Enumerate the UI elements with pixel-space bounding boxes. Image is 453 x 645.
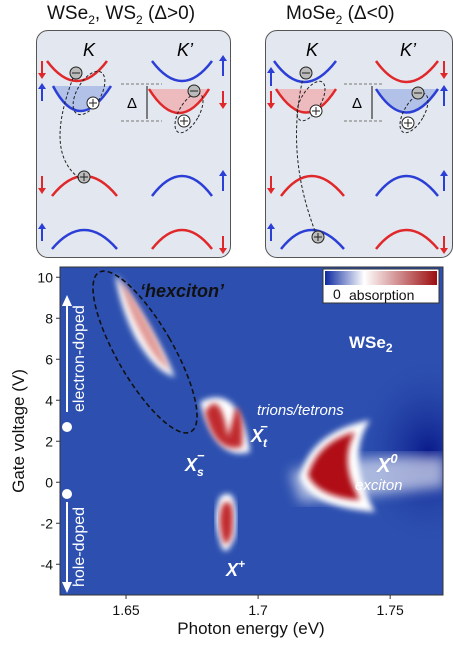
y-tick-label: -4 <box>41 556 54 572</box>
cb-lower-k <box>51 85 113 113</box>
band-diagram-right-svg: K K’ Δ <box>267 40 448 254</box>
heatmap-features <box>115 274 443 551</box>
xplus-label: X+ <box>225 557 245 580</box>
plot-frame <box>59 266 444 596</box>
zero-marker-top <box>62 422 72 432</box>
y-tick-label: 4 <box>45 392 53 408</box>
xt-label: Xt− <box>250 419 268 450</box>
cb-upper-kp <box>151 60 213 83</box>
transition-path <box>59 77 80 179</box>
x-tick-label: 1.65 <box>112 602 139 618</box>
valley-kprime-label: K’ <box>177 40 194 60</box>
arrow-down-icon <box>62 582 72 593</box>
colorbar <box>325 271 437 285</box>
y-tick-label: 0 <box>45 474 53 490</box>
hexciton-label: ‘hexciton’ <box>140 281 225 301</box>
x-tick-label: 1.75 <box>377 602 404 618</box>
heatmap-chart: electron-doped hole-doped 0 absorption ‘… <box>0 262 453 640</box>
vb-lower-kp <box>375 228 439 250</box>
hexciton-peak <box>120 278 170 370</box>
vb-upper-k <box>280 174 345 197</box>
exciton-label: exciton <box>355 477 403 494</box>
band-diagram-left: K K’ Δ <box>36 30 231 258</box>
cb-lower-kp <box>374 88 440 114</box>
x-axis-label: Photon energy (eV) <box>177 619 324 638</box>
cb-lower-k <box>274 88 338 114</box>
spin-arrows <box>267 61 448 254</box>
y-tick-label: 10 <box>37 269 53 285</box>
spin-arrows <box>38 55 227 254</box>
trion-peak <box>205 403 243 448</box>
colorbar-label: absorption <box>349 287 414 303</box>
vb-lower-k <box>51 228 118 250</box>
y-axis-label: Gate voltage (V) <box>9 369 28 493</box>
valley-kprime-label: K’ <box>400 40 417 60</box>
zero-marker-bottom <box>62 489 72 499</box>
xplus-peak <box>219 502 233 544</box>
panel-title-right: MoSe2 (Δ<0) <box>286 3 395 27</box>
y-tick-label: 8 <box>45 310 53 326</box>
y-axis: 10 8 6 4 2 0 -2 -4 <box>37 269 60 572</box>
x0-label: X0 <box>376 451 398 477</box>
exciton-ellipse-kp <box>174 92 204 134</box>
exciton-ellipse-kp <box>399 92 429 134</box>
vb-upper-kp <box>375 174 439 197</box>
electron-doped-label: electron-doped <box>71 305 88 412</box>
transition-path <box>296 77 316 232</box>
y-tick-label: -2 <box>41 515 54 531</box>
band-diagram-right: K K’ Δ <box>265 30 453 258</box>
valley-k-label: K <box>306 40 319 60</box>
material-label: WSe2 <box>349 333 393 355</box>
y-tick-label: 2 <box>45 433 53 449</box>
hexciton-ellipse <box>92 270 198 434</box>
cb-upper-kp <box>374 60 439 84</box>
cb-upper-k <box>272 60 337 84</box>
panel-title-left: WSe2, WS2 (Δ>0) <box>47 3 196 27</box>
arrow-up-icon <box>62 295 72 306</box>
x-tick-label: 1.7 <box>248 602 268 618</box>
y-tick-label: 6 <box>45 351 53 367</box>
vb-upper-kp <box>151 174 213 197</box>
xs-label: Xs− <box>184 448 205 479</box>
vb-lower-kp <box>151 228 213 250</box>
exciton-ellipse-k <box>72 70 106 116</box>
vb-lower-k <box>280 228 345 250</box>
x0-peak <box>308 432 360 500</box>
band-diagram-left-svg: K K’ Δ <box>38 40 227 254</box>
hole-doped-label: hole-doped <box>71 507 88 587</box>
x-axis: 1.65 1.7 1.75 <box>112 595 404 618</box>
gap-label: Δ <box>127 95 137 112</box>
colorbar-min-label: 0 <box>333 286 341 302</box>
heatmap-svg: electron-doped hole-doped 0 absorption ‘… <box>9 266 444 638</box>
gap-label: Δ <box>352 95 362 112</box>
cb-upper-k <box>46 60 108 83</box>
valley-k-label: K <box>83 40 96 60</box>
trions-label: trions/tetrons <box>257 402 344 419</box>
